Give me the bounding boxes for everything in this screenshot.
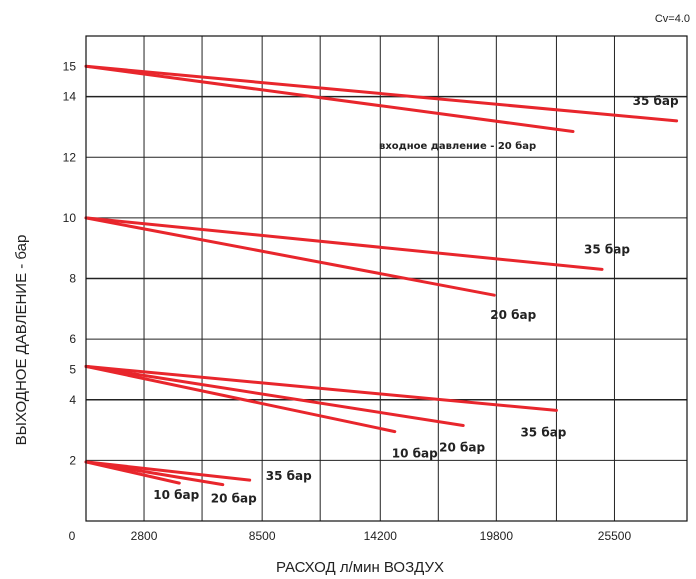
series-line-3 [84,216,496,297]
series-line-2 [84,216,604,271]
y-axis-title: ВЫХОДНОЕ ДАВЛЕНИЕ - бар [13,235,30,446]
y-tick-label: 10 [63,211,77,225]
x-origin-label: 0 [69,529,76,543]
series-label-0: 35 бар [633,94,679,108]
series-label-8: 20 бар [211,492,257,506]
series-lines [84,64,679,487]
series-line-0 [84,64,679,123]
tick-labels: 2800 8500 14200 19800 25500 2 4 5 6 8 10 12 14 15 [63,59,632,543]
plot-frame [85,35,688,522]
inlet-pressure-annotation: входное давление - 20 бар [379,140,536,152]
series-line-4 [84,364,558,412]
series-label-5: 20 бар [439,441,485,455]
x-tick-label: 25500 [598,529,632,543]
y-tick-label: 2 [69,453,76,467]
y-tick-label: 8 [69,272,76,286]
y-tick-label: 12 [63,150,77,164]
x-tick-label: 2800 [131,529,158,543]
series-line-1 [84,64,575,133]
y-tick-label: 15 [63,59,77,73]
series-line-9 [84,460,181,485]
y-tick-label: 4 [69,393,76,407]
series-label-9: 10 бар [153,488,199,502]
grid [86,36,687,521]
y-tick-label: 14 [63,90,77,104]
x-tick-label: 14200 [364,529,398,543]
series-label-3: 20 бар [490,308,536,322]
x-axis-title: РАСХОД л/мин ВОЗДУХ [276,559,444,576]
series-line-6 [84,364,397,434]
series-label-6: 10 бар [392,447,438,461]
series-label-2: 35 бар [584,242,630,256]
y-tick-label: 5 [69,362,76,376]
series-label-4: 35 бар [520,425,566,439]
series-label-7: 35 бар [266,469,312,483]
y-tick-label: 6 [69,332,76,346]
corner-note: Cv=4.0 [655,13,690,25]
series-line-5 [84,364,465,427]
x-tick-label: 19800 [480,529,514,543]
x-tick-label: 8500 [249,529,276,543]
